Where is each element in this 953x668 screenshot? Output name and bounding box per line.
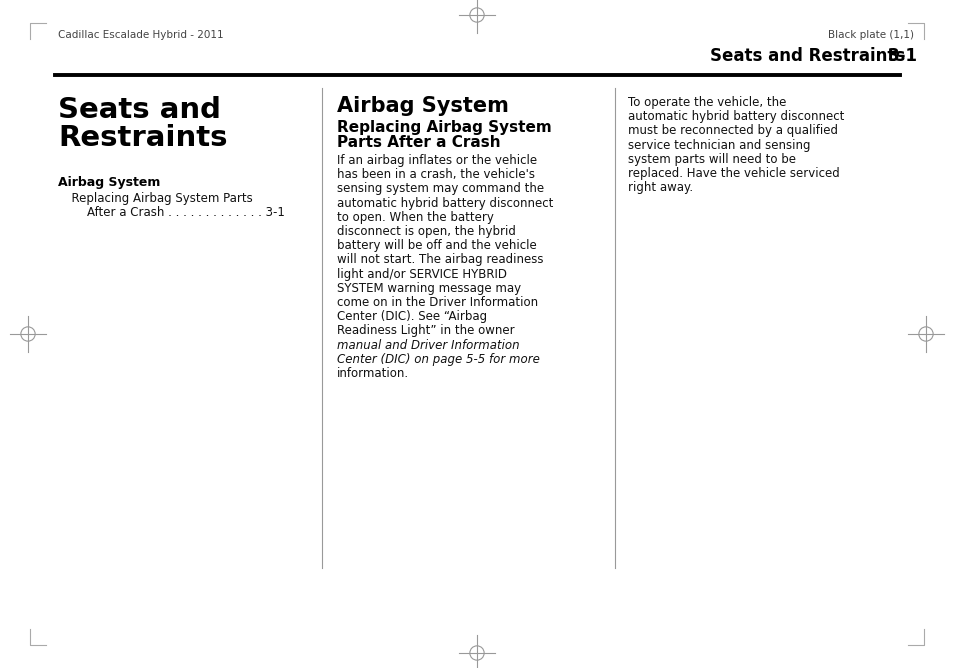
Text: system parts will need to be: system parts will need to be — [627, 153, 795, 166]
Text: Black plate (1,1): Black plate (1,1) — [827, 30, 913, 40]
Text: If an airbag inflates or the vehicle: If an airbag inflates or the vehicle — [336, 154, 537, 167]
Text: manual and Driver Information: manual and Driver Information — [336, 339, 519, 351]
Text: Center (DIC) on page 5-5 for more: Center (DIC) on page 5-5 for more — [336, 353, 539, 366]
Text: Seats and Restraints: Seats and Restraints — [709, 47, 904, 65]
Text: Cadillac Escalade Hybrid - 2011: Cadillac Escalade Hybrid - 2011 — [58, 30, 223, 40]
Text: will not start. The airbag readiness: will not start. The airbag readiness — [336, 253, 543, 267]
Text: Restraints: Restraints — [58, 124, 227, 152]
Text: To operate the vehicle, the: To operate the vehicle, the — [627, 96, 785, 109]
Text: Replacing Airbag System Parts: Replacing Airbag System Parts — [64, 192, 253, 205]
Text: sensing system may command the: sensing system may command the — [336, 182, 543, 196]
Text: SYSTEM warning message may: SYSTEM warning message may — [336, 282, 520, 295]
Text: Airbag System: Airbag System — [58, 176, 160, 189]
Text: information.: information. — [336, 367, 409, 380]
Text: right away.: right away. — [627, 181, 693, 194]
Text: Center (DIC). See “Airbag: Center (DIC). See “Airbag — [336, 310, 487, 323]
Text: must be reconnected by a qualified: must be reconnected by a qualified — [627, 124, 837, 138]
Text: 3-1: 3-1 — [887, 47, 917, 65]
Text: light and/or SERVICE HYBRID: light and/or SERVICE HYBRID — [336, 268, 506, 281]
Text: service technician and sensing: service technician and sensing — [627, 138, 810, 152]
Text: come on in the Driver Information: come on in the Driver Information — [336, 296, 537, 309]
Text: automatic hybrid battery disconnect: automatic hybrid battery disconnect — [627, 110, 843, 123]
Text: battery will be off and the vehicle: battery will be off and the vehicle — [336, 239, 537, 253]
Text: Airbag System: Airbag System — [336, 96, 508, 116]
Text: to open. When the battery: to open. When the battery — [336, 211, 494, 224]
Text: disconnect is open, the hybrid: disconnect is open, the hybrid — [336, 225, 516, 238]
Text: replaced. Have the vehicle serviced: replaced. Have the vehicle serviced — [627, 167, 839, 180]
Text: has been in a crash, the vehicle's: has been in a crash, the vehicle's — [336, 168, 535, 181]
Text: Readiness Light” in the owner: Readiness Light” in the owner — [336, 325, 514, 337]
Text: automatic hybrid battery disconnect: automatic hybrid battery disconnect — [336, 196, 553, 210]
Text: Replacing Airbag System: Replacing Airbag System — [336, 120, 551, 135]
Text: Seats and: Seats and — [58, 96, 221, 124]
Text: After a Crash . . . . . . . . . . . . . 3-1: After a Crash . . . . . . . . . . . . . … — [71, 206, 285, 219]
Text: Parts After a Crash: Parts After a Crash — [336, 135, 500, 150]
